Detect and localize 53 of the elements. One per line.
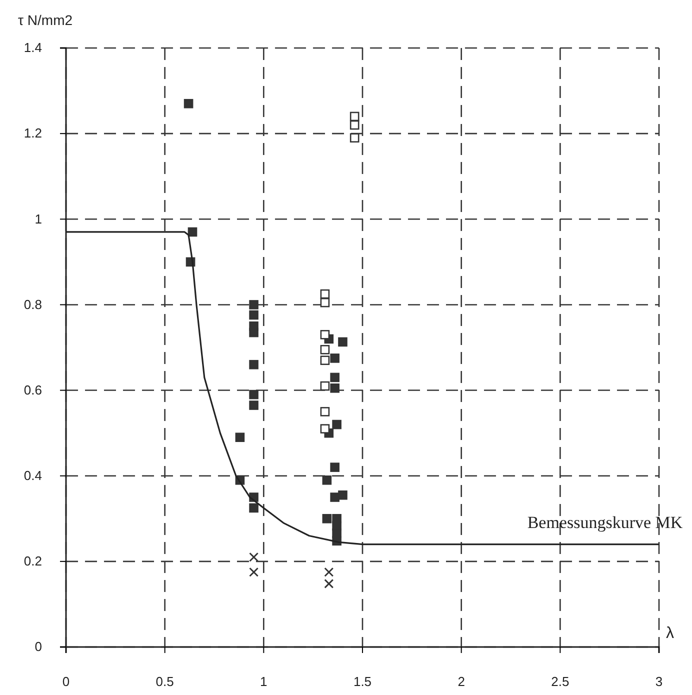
point xyxy=(324,578,334,588)
point xyxy=(324,567,334,577)
point xyxy=(249,390,258,400)
point xyxy=(330,462,340,472)
point xyxy=(320,356,330,365)
x-tick-label: 2 xyxy=(458,674,465,690)
point xyxy=(249,400,258,410)
x-tick-label: 2.5 xyxy=(551,674,570,690)
point xyxy=(350,112,360,122)
x-tick-label: 1 xyxy=(260,674,268,690)
point xyxy=(249,310,258,320)
x-tick-label: 0.5 xyxy=(156,674,174,690)
point xyxy=(320,298,330,308)
y-tick-label: 0.2 xyxy=(24,554,42,569)
point xyxy=(184,98,194,108)
x-axis-title: λ xyxy=(666,625,674,642)
point xyxy=(249,567,259,577)
point xyxy=(249,360,258,370)
point xyxy=(330,492,340,502)
point xyxy=(322,514,332,524)
point xyxy=(330,372,340,382)
x-tick-label: 1.5 xyxy=(353,674,372,690)
point xyxy=(188,227,198,237)
point xyxy=(330,354,340,363)
y-tick-label: 0 xyxy=(34,639,42,654)
point xyxy=(249,552,259,562)
point xyxy=(320,330,330,340)
y-tick-label: 1.4 xyxy=(24,40,42,56)
x-tick-label: 0 xyxy=(62,674,70,690)
point xyxy=(350,133,360,142)
point xyxy=(320,407,330,416)
y-tick-label: 0.6 xyxy=(24,382,42,398)
point xyxy=(332,420,342,430)
annotation: Bemessungskurve MK xyxy=(527,513,684,532)
y-tick-label: 0.8 xyxy=(24,296,42,312)
point xyxy=(338,490,348,500)
point xyxy=(249,503,258,513)
y-tick-label: 1.2 xyxy=(24,126,42,141)
point xyxy=(320,381,330,391)
point xyxy=(338,337,348,347)
point xyxy=(249,300,258,310)
point xyxy=(322,475,332,485)
point xyxy=(320,344,330,354)
point xyxy=(350,120,360,130)
point xyxy=(320,424,330,434)
point xyxy=(320,289,330,299)
y-axis-title: τ N/mm2 xyxy=(18,12,73,28)
y-tick-label: 1 xyxy=(34,211,42,226)
x-tick-label: 3 xyxy=(655,674,663,690)
point xyxy=(249,328,258,338)
point xyxy=(235,432,245,442)
y-tick-label: 0.4 xyxy=(24,468,42,484)
point xyxy=(330,383,340,393)
